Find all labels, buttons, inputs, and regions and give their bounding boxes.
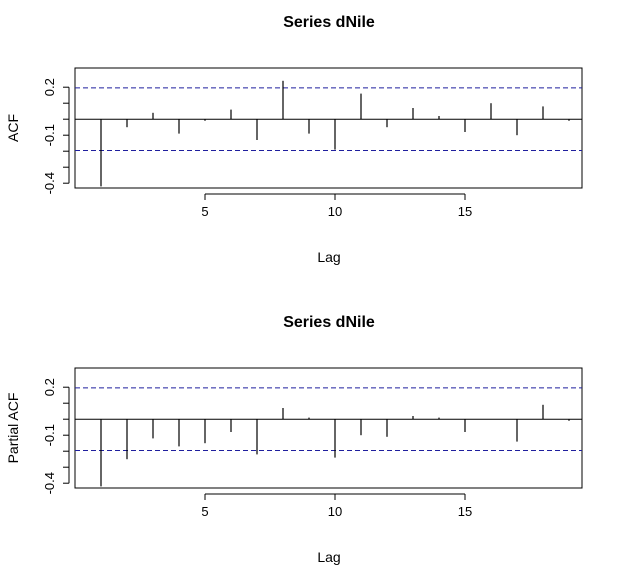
acf-title: Series dNile: [283, 14, 375, 31]
pacf-y-tick-label: 0.2: [42, 378, 57, 396]
pacf-panel: Series dNile Lag Partial ACF 5 10 15 0.2 -0.…: [5, 314, 583, 565]
pacf-x-tick-label-10: 10: [328, 504, 342, 519]
acf-xlabel: Lag: [317, 249, 340, 265]
pacf-y-tick-label: -0.1: [42, 424, 57, 446]
pacf-plot-frame: [74, 367, 583, 489]
pacf-plot-area: 5 10 15 0.2 -0.1 -0.4: [42, 367, 583, 519]
pacf-x-tick-label-15: 15: [458, 504, 472, 519]
acf-x-tick-label-10: 10: [328, 204, 342, 219]
pacf-xlabel: Lag: [317, 549, 340, 565]
pacf-x-tick-label-5: 5: [201, 504, 208, 519]
acf-y-tick-label: -0.4: [42, 172, 57, 194]
acf-panel: Series dNile Lag ACF 5 10 15 0.2 -0.1 -0.4: [5, 14, 583, 265]
acf-plot-frame: [74, 67, 583, 189]
acf-x-tick-label-5: 5: [201, 204, 208, 219]
acf-y-tick-label: -0.1: [42, 124, 57, 146]
acf-y-tick-label: 0.2: [42, 78, 57, 96]
acf-x-tick-label-15: 15: [458, 204, 472, 219]
acf-ylabel: ACF: [5, 114, 21, 142]
acf-plot-area: 5 10 15 0.2 -0.1 -0.4: [42, 67, 583, 219]
pacf-ylabel: Partial ACF: [5, 393, 21, 464]
pacf-y-tick-label: -0.4: [42, 472, 57, 494]
pacf-title: Series dNile: [283, 314, 375, 331]
